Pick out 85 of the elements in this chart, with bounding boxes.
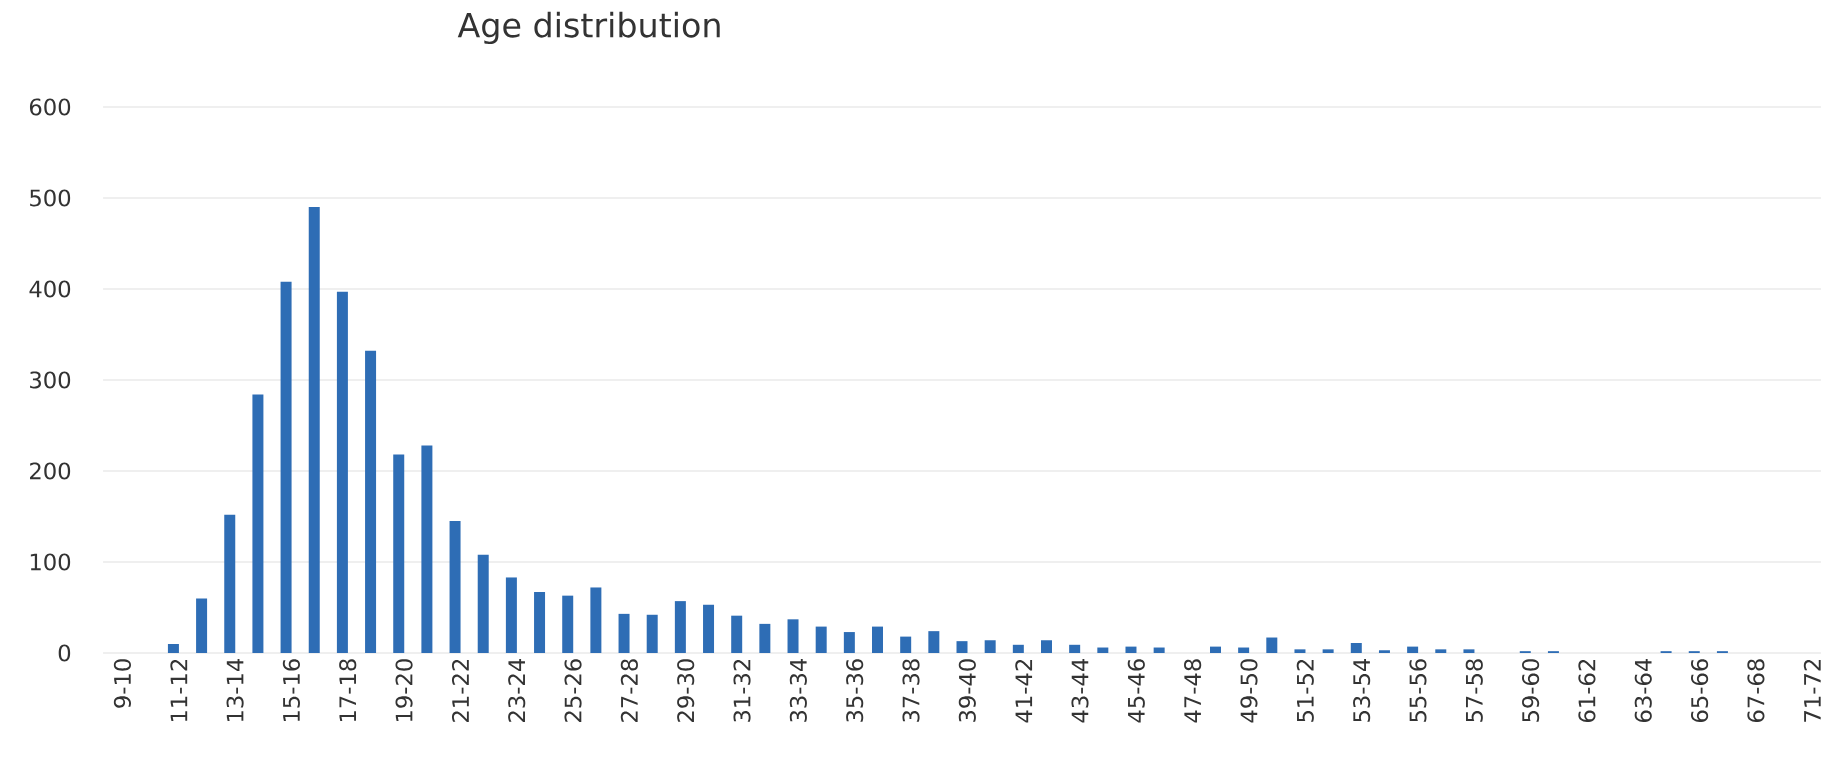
bar [1209,646,1221,653]
x-tick-label: 25-26 [564,659,582,722]
x-tick-label: 45-46 [1127,659,1145,723]
bar [449,521,461,653]
x-tick-label: 51-52 [1296,659,1314,722]
bar [224,514,236,653]
y-tick-label: 300 [30,371,71,389]
bar [646,614,658,653]
x-tick-label: 35-36 [846,659,864,722]
bar [956,641,968,653]
x-tick-label: 65-66 [1691,659,1709,722]
x-tick-label: 67-68 [1747,659,1765,722]
x-tick-label: 59-60 [1522,659,1540,722]
x-tick-label: 57-58 [1465,659,1483,722]
bar [1266,637,1278,653]
bar [167,643,179,653]
x-tick-label: 13-14 [226,658,244,722]
bar [1012,644,1024,653]
bar [308,207,320,653]
bar [393,454,405,653]
bar [815,626,827,653]
x-tick-label: 41-42 [1015,659,1033,723]
bar [1463,649,1475,653]
bar [505,577,517,653]
x-tick-label: 27-28 [620,659,638,722]
bar [1040,640,1052,653]
bar [1294,649,1306,653]
x-tick-label: 43-44 [1071,658,1089,723]
bar [365,350,377,653]
bar [1097,647,1109,653]
bar [336,291,348,653]
y-tick-label: 0 [58,644,71,662]
bar [280,281,292,653]
bar [1407,646,1419,653]
x-tick-label: 49-50 [1240,659,1258,723]
x-tick-label: 31-32 [733,659,751,722]
bar [477,554,489,653]
x-tick-label: 23-24 [508,658,526,722]
x-tick-label: 21-22 [451,659,469,722]
x-tick-label: 33-34 [789,658,807,722]
chart-title: Age distribution [457,11,720,45]
x-tick-label: 37-38 [902,659,920,722]
x-tick-label: 17-18 [339,659,357,722]
bar [421,445,433,653]
y-tick-label: 500 [30,189,71,207]
y-tick-label: 600 [29,98,71,116]
x-tick-label: 39-40 [958,659,976,722]
x-tick-label: 47-48 [1184,659,1202,723]
bar [759,623,771,653]
x-tick-label: 15-16 [282,659,300,722]
bar [872,626,884,653]
x-tick-label: 61-62 [1578,659,1596,722]
x-tick-label: 11-12 [170,659,188,722]
x-tick-label: 29-30 [677,659,695,722]
y-tick-label: 400 [29,280,71,298]
bar [1435,649,1447,653]
x-tick-label: 55-56 [1409,659,1427,722]
bar [843,632,855,653]
bar [731,615,743,653]
bar [1125,646,1137,653]
bar [618,613,630,653]
y-tick-label: 200 [30,462,71,480]
x-tick-label: 63-64 [1634,658,1652,722]
bar [1350,642,1362,653]
bar [196,598,208,653]
bar [1378,650,1390,653]
x-tick-label: 9-10 [113,659,131,708]
bar [1238,647,1250,653]
bar [984,640,996,653]
bar [703,604,715,653]
y-tick-label: 100 [30,553,71,571]
bar [900,636,912,653]
bar [674,601,686,653]
bar [787,619,799,653]
bar [1322,649,1334,653]
bar [534,592,546,653]
bar [252,394,264,653]
x-tick-label: 19-20 [395,659,413,722]
x-tick-label: 53-54 [1353,658,1371,722]
bar [590,587,602,653]
bar [1153,647,1165,653]
bar [928,631,940,653]
bar [1069,644,1081,653]
x-tick-label: 71-72 [1803,659,1821,722]
bar [562,595,574,653]
